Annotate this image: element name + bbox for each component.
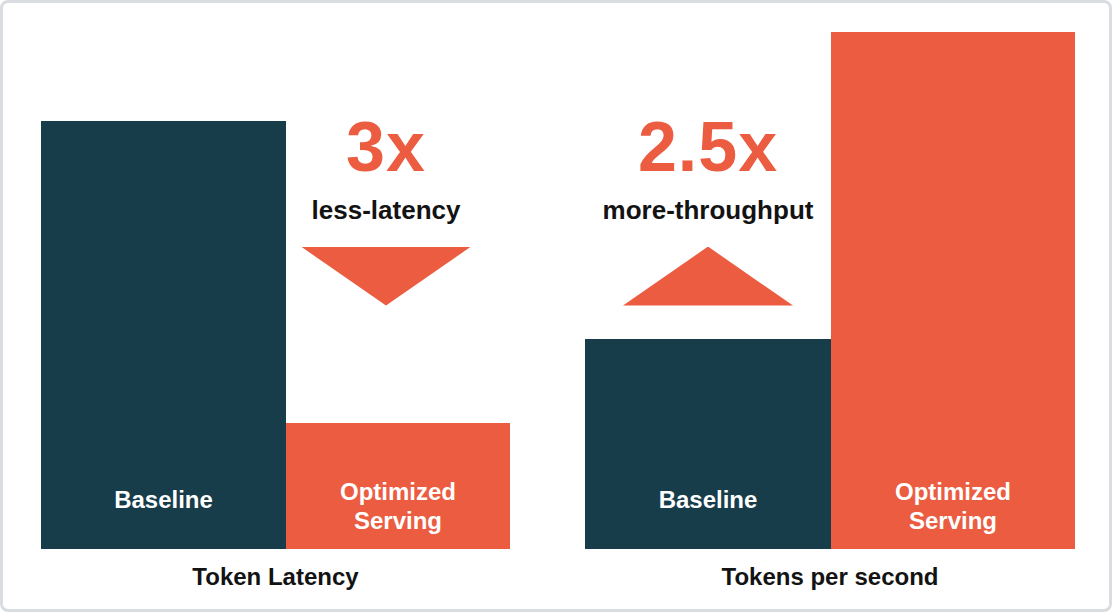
latency-baseline-bar: Baseline	[41, 121, 286, 549]
throughput-annotation: 2.5x more-throughput	[585, 112, 831, 306]
triangle-down-icon	[301, 247, 471, 306]
latency-annotation-label: less-latency	[274, 196, 498, 225]
throughput-annotation-label: more-throughput	[585, 196, 831, 225]
triangle-up-icon	[623, 247, 793, 306]
throughput-baseline-label: Baseline	[585, 486, 831, 515]
throughput-optimized-label: Optimized Serving	[831, 478, 1075, 536]
latency-multiplier: 3x	[274, 112, 498, 182]
latency-optimized-bar: Optimized Serving	[286, 423, 510, 549]
throughput-chart-caption: Tokens per second	[585, 563, 1075, 591]
throughput-baseline-bar: Baseline	[585, 339, 831, 549]
latency-chart-caption: Token Latency	[41, 563, 510, 591]
latency-annotation: 3x less-latency	[274, 112, 498, 306]
throughput-multiplier: 2.5x	[585, 112, 831, 182]
latency-optimized-label: Optimized Serving	[286, 478, 510, 536]
infographic-card: Baseline Optimized Serving 3x less-laten…	[0, 0, 1112, 612]
latency-baseline-label: Baseline	[41, 486, 286, 515]
throughput-optimized-bar: Optimized Serving	[831, 32, 1075, 549]
